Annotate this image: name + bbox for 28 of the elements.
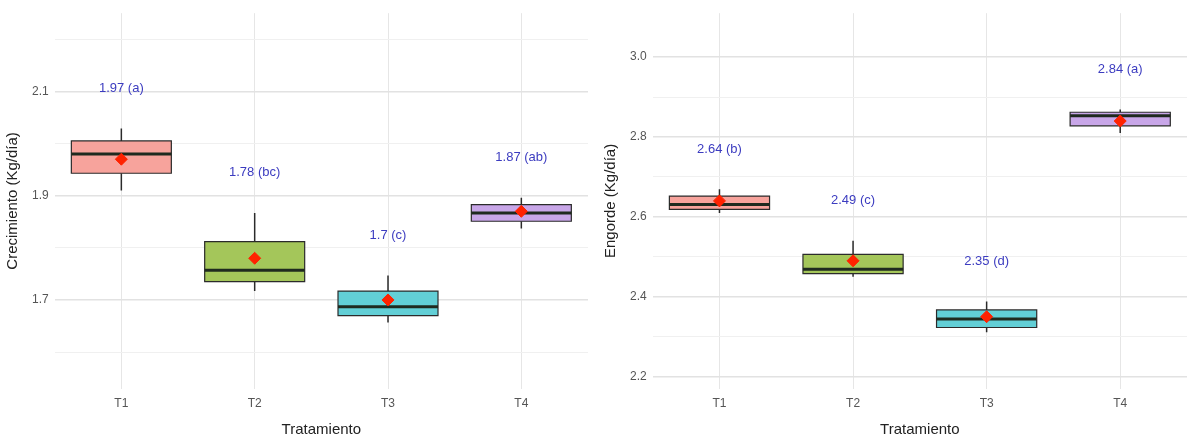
x-tick-label: T1 bbox=[712, 396, 727, 411]
annotation: 2.49 (c) bbox=[831, 192, 876, 208]
x-tick-label: T3 bbox=[979, 396, 994, 411]
y-tick-label: 2.8 bbox=[629, 129, 647, 144]
y-axis-title: Crecimiento (Kg/día) bbox=[3, 132, 21, 270]
annotation: 2.84 (a) bbox=[1097, 61, 1143, 77]
x-axis-title: Tratamiento bbox=[880, 420, 960, 438]
annotation: 2.64 (b) bbox=[697, 140, 742, 156]
y-tick-label: 1.9 bbox=[31, 188, 49, 202]
annotation: 1.7 (c) bbox=[369, 227, 407, 243]
x-tick-label: T4 bbox=[514, 396, 529, 411]
text: 3.0 bbox=[629, 49, 647, 64]
y-tick-label: 2.1 bbox=[31, 83, 49, 98]
x-tick-label: T3 bbox=[381, 396, 396, 411]
y-tick-label: 2.2 bbox=[629, 368, 647, 383]
x-axis-title: Tratamiento bbox=[281, 420, 362, 438]
annotation: 2.35 (d) bbox=[964, 253, 1010, 269]
x-tick-label: T2 bbox=[247, 396, 262, 411]
x-tick-label: T1 bbox=[114, 396, 129, 411]
y-tick-label: 1.7 bbox=[31, 292, 49, 307]
annotation: 1.78 (bc) bbox=[229, 164, 281, 180]
x-tick-label: T2 bbox=[846, 396, 861, 411]
x-tick-label: T4 bbox=[1113, 396, 1128, 411]
y-tick-label: 2.6 bbox=[629, 209, 647, 224]
y-axis-title: Engorde (Kg/día) bbox=[601, 143, 619, 259]
annotation: 1.97 (a) bbox=[98, 80, 144, 96]
annotation: 1.87 (ab) bbox=[495, 149, 548, 165]
y-tick-label: 2.4 bbox=[629, 289, 647, 304]
